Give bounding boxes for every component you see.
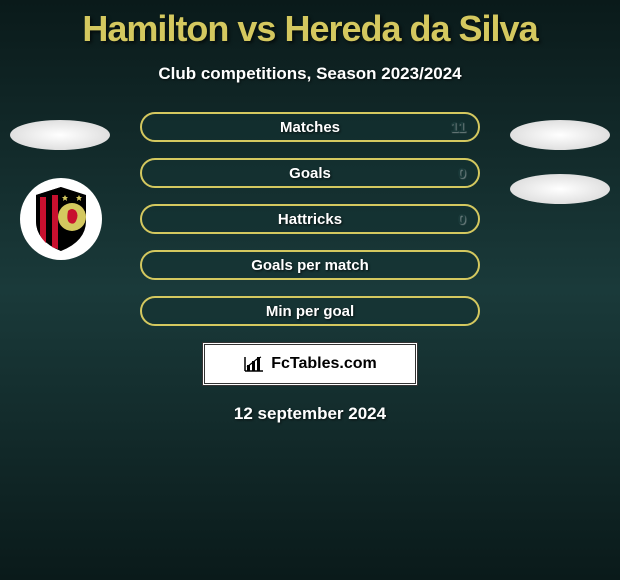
stat-row-hattricks: Hattricks 0: [140, 204, 480, 234]
player-badge-right-1: [510, 120, 610, 150]
stat-value: 11: [450, 119, 466, 136]
stat-row-min-per-goal: Min per goal: [140, 296, 480, 326]
stat-row-goals: Goals 0: [140, 158, 480, 188]
stat-label: Goals: [289, 165, 331, 182]
club-badge: [20, 178, 102, 260]
brand-chart-icon: [243, 355, 265, 373]
brand-box: FcTables.com: [202, 342, 418, 386]
stat-label: Min per goal: [266, 303, 354, 320]
stat-row-matches: Matches 11: [140, 112, 480, 142]
player-badge-right-2: [510, 174, 610, 204]
stat-value: 0: [458, 165, 466, 182]
stats-container: Matches 11 Goals 0 Hattricks 0 Goals per…: [140, 112, 480, 326]
stat-label: Goals per match: [251, 257, 369, 274]
player-badge-left-1: [10, 120, 110, 150]
brand-text: FcTables.com: [271, 355, 377, 373]
club-shield-icon: [32, 185, 90, 253]
date-label: 12 september 2024: [0, 404, 620, 424]
page-subtitle: Club competitions, Season 2023/2024: [0, 64, 620, 84]
stat-label: Matches: [280, 119, 340, 136]
stat-label: Hattricks: [278, 211, 342, 228]
stat-value: 0: [458, 211, 466, 228]
stat-row-goals-per-match: Goals per match: [140, 250, 480, 280]
page-title: Hamilton vs Hereda da Silva: [0, 0, 620, 50]
